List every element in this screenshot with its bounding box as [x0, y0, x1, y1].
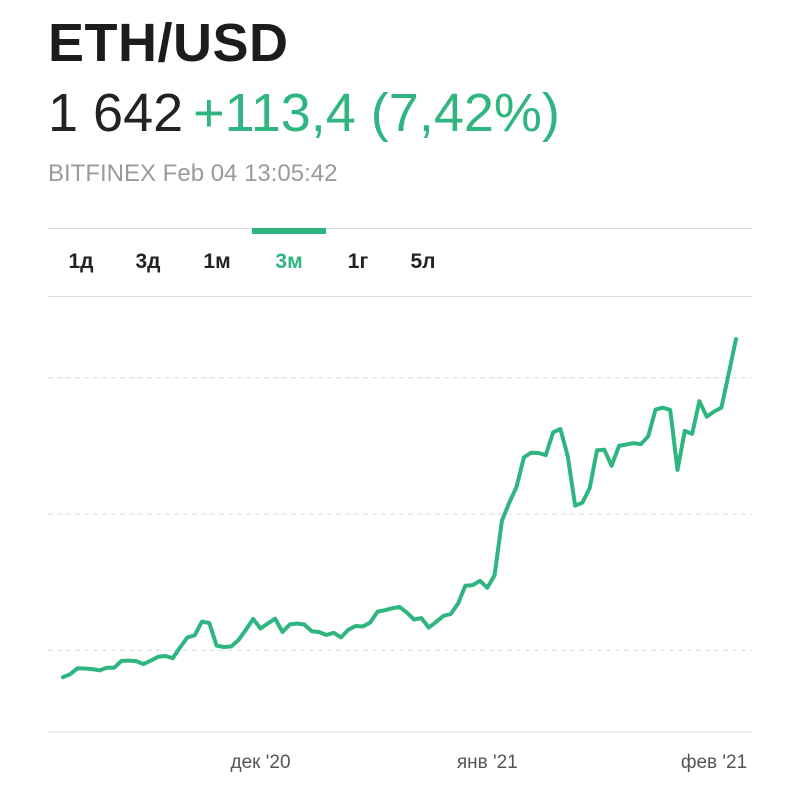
tab-1y[interactable]: 1г: [347, 250, 369, 273]
price-change: +113,4 (7,42%): [193, 83, 560, 143]
quote-row: 1 642 +113,4 (7,42%): [48, 83, 560, 143]
x-tick-label-0: дек '20: [231, 752, 291, 773]
tabs-bottom-divider: [48, 296, 752, 297]
tabs-top-divider: [48, 228, 752, 229]
series-line-0: [61, 337, 738, 680]
exchange-timestamp: BITFINEX Feb 04 13:05:42: [48, 160, 338, 187]
tab-3m[interactable]: 3м: [275, 250, 303, 273]
tab-1d[interactable]: 1д: [68, 250, 94, 273]
symbol-title: ETH/USD: [48, 13, 289, 73]
tab-1m[interactable]: 1м: [203, 250, 231, 273]
x-tick-label-1: янв '21: [457, 752, 518, 773]
tab-3d[interactable]: 3д: [135, 250, 161, 273]
current-price: 1 642: [48, 83, 184, 143]
timeframe-tabs: 1д 3д 1м 3м 1г 5л: [48, 228, 752, 296]
x-tick-label-2: фев '21: [681, 752, 747, 773]
active-tab-indicator: [252, 228, 326, 234]
tab-5y[interactable]: 5л: [410, 250, 436, 273]
